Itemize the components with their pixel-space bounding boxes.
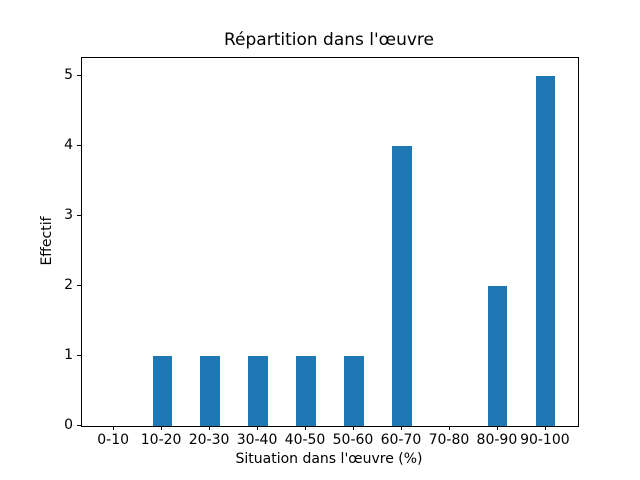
y-axis-label: Effectif bbox=[39, 216, 55, 266]
bar-60-70 bbox=[392, 145, 412, 426]
x-tick-label: 30-40 bbox=[236, 432, 278, 448]
y-tick-mark bbox=[77, 214, 81, 216]
y-tick-mark bbox=[77, 354, 81, 356]
bar-90-100 bbox=[536, 75, 556, 426]
y-tick-mark bbox=[77, 425, 81, 426]
x-tick-mark bbox=[400, 426, 402, 430]
bar-10-20 bbox=[152, 355, 172, 426]
y-tick-label: 2 bbox=[64, 276, 73, 293]
bar-20-30 bbox=[200, 355, 220, 426]
x-tick-label: 10-20 bbox=[140, 432, 182, 448]
x-tick-label: 80-90 bbox=[476, 432, 518, 448]
y-tick-label: 5 bbox=[64, 66, 73, 83]
bar-80-90 bbox=[488, 285, 508, 426]
x-tick-mark bbox=[496, 426, 498, 430]
x-tick-label: 70-80 bbox=[428, 432, 470, 448]
y-tick-mark bbox=[77, 284, 81, 286]
y-tick-label: 1 bbox=[64, 346, 73, 363]
bar-40-50 bbox=[296, 355, 316, 426]
y-tick-mark bbox=[77, 74, 81, 76]
x-tick-mark bbox=[448, 426, 450, 430]
x-tick-mark bbox=[305, 426, 306, 430]
y-tick-mark bbox=[77, 144, 81, 146]
x-tick-mark bbox=[257, 426, 259, 430]
bar-50-60 bbox=[344, 355, 364, 426]
x-tick-label: 50-60 bbox=[332, 432, 374, 448]
x-tick-label: 60-70 bbox=[380, 432, 422, 448]
y-tick-label: 3 bbox=[64, 206, 73, 223]
x-tick-mark bbox=[161, 426, 163, 430]
plot-area bbox=[81, 57, 579, 427]
x-tick-label: 20-30 bbox=[188, 432, 230, 448]
x-tick-mark bbox=[209, 426, 211, 430]
x-tick-mark bbox=[544, 426, 546, 430]
y-tick-label: 4 bbox=[64, 136, 73, 153]
x-tick-mark bbox=[352, 426, 354, 430]
y-tick-label: 0 bbox=[64, 417, 73, 433]
bar-30-40 bbox=[248, 355, 268, 426]
x-axis-label: Situation dans l'œuvre (%) bbox=[235, 451, 423, 467]
chart-title: Répartition dans l'œuvre bbox=[223, 30, 434, 50]
x-tick-label: 90-100 bbox=[520, 432, 570, 448]
x-tick-label: 40-50 bbox=[284, 432, 326, 448]
x-tick-label: 0-10 bbox=[97, 432, 130, 448]
x-tick-mark bbox=[113, 426, 115, 430]
